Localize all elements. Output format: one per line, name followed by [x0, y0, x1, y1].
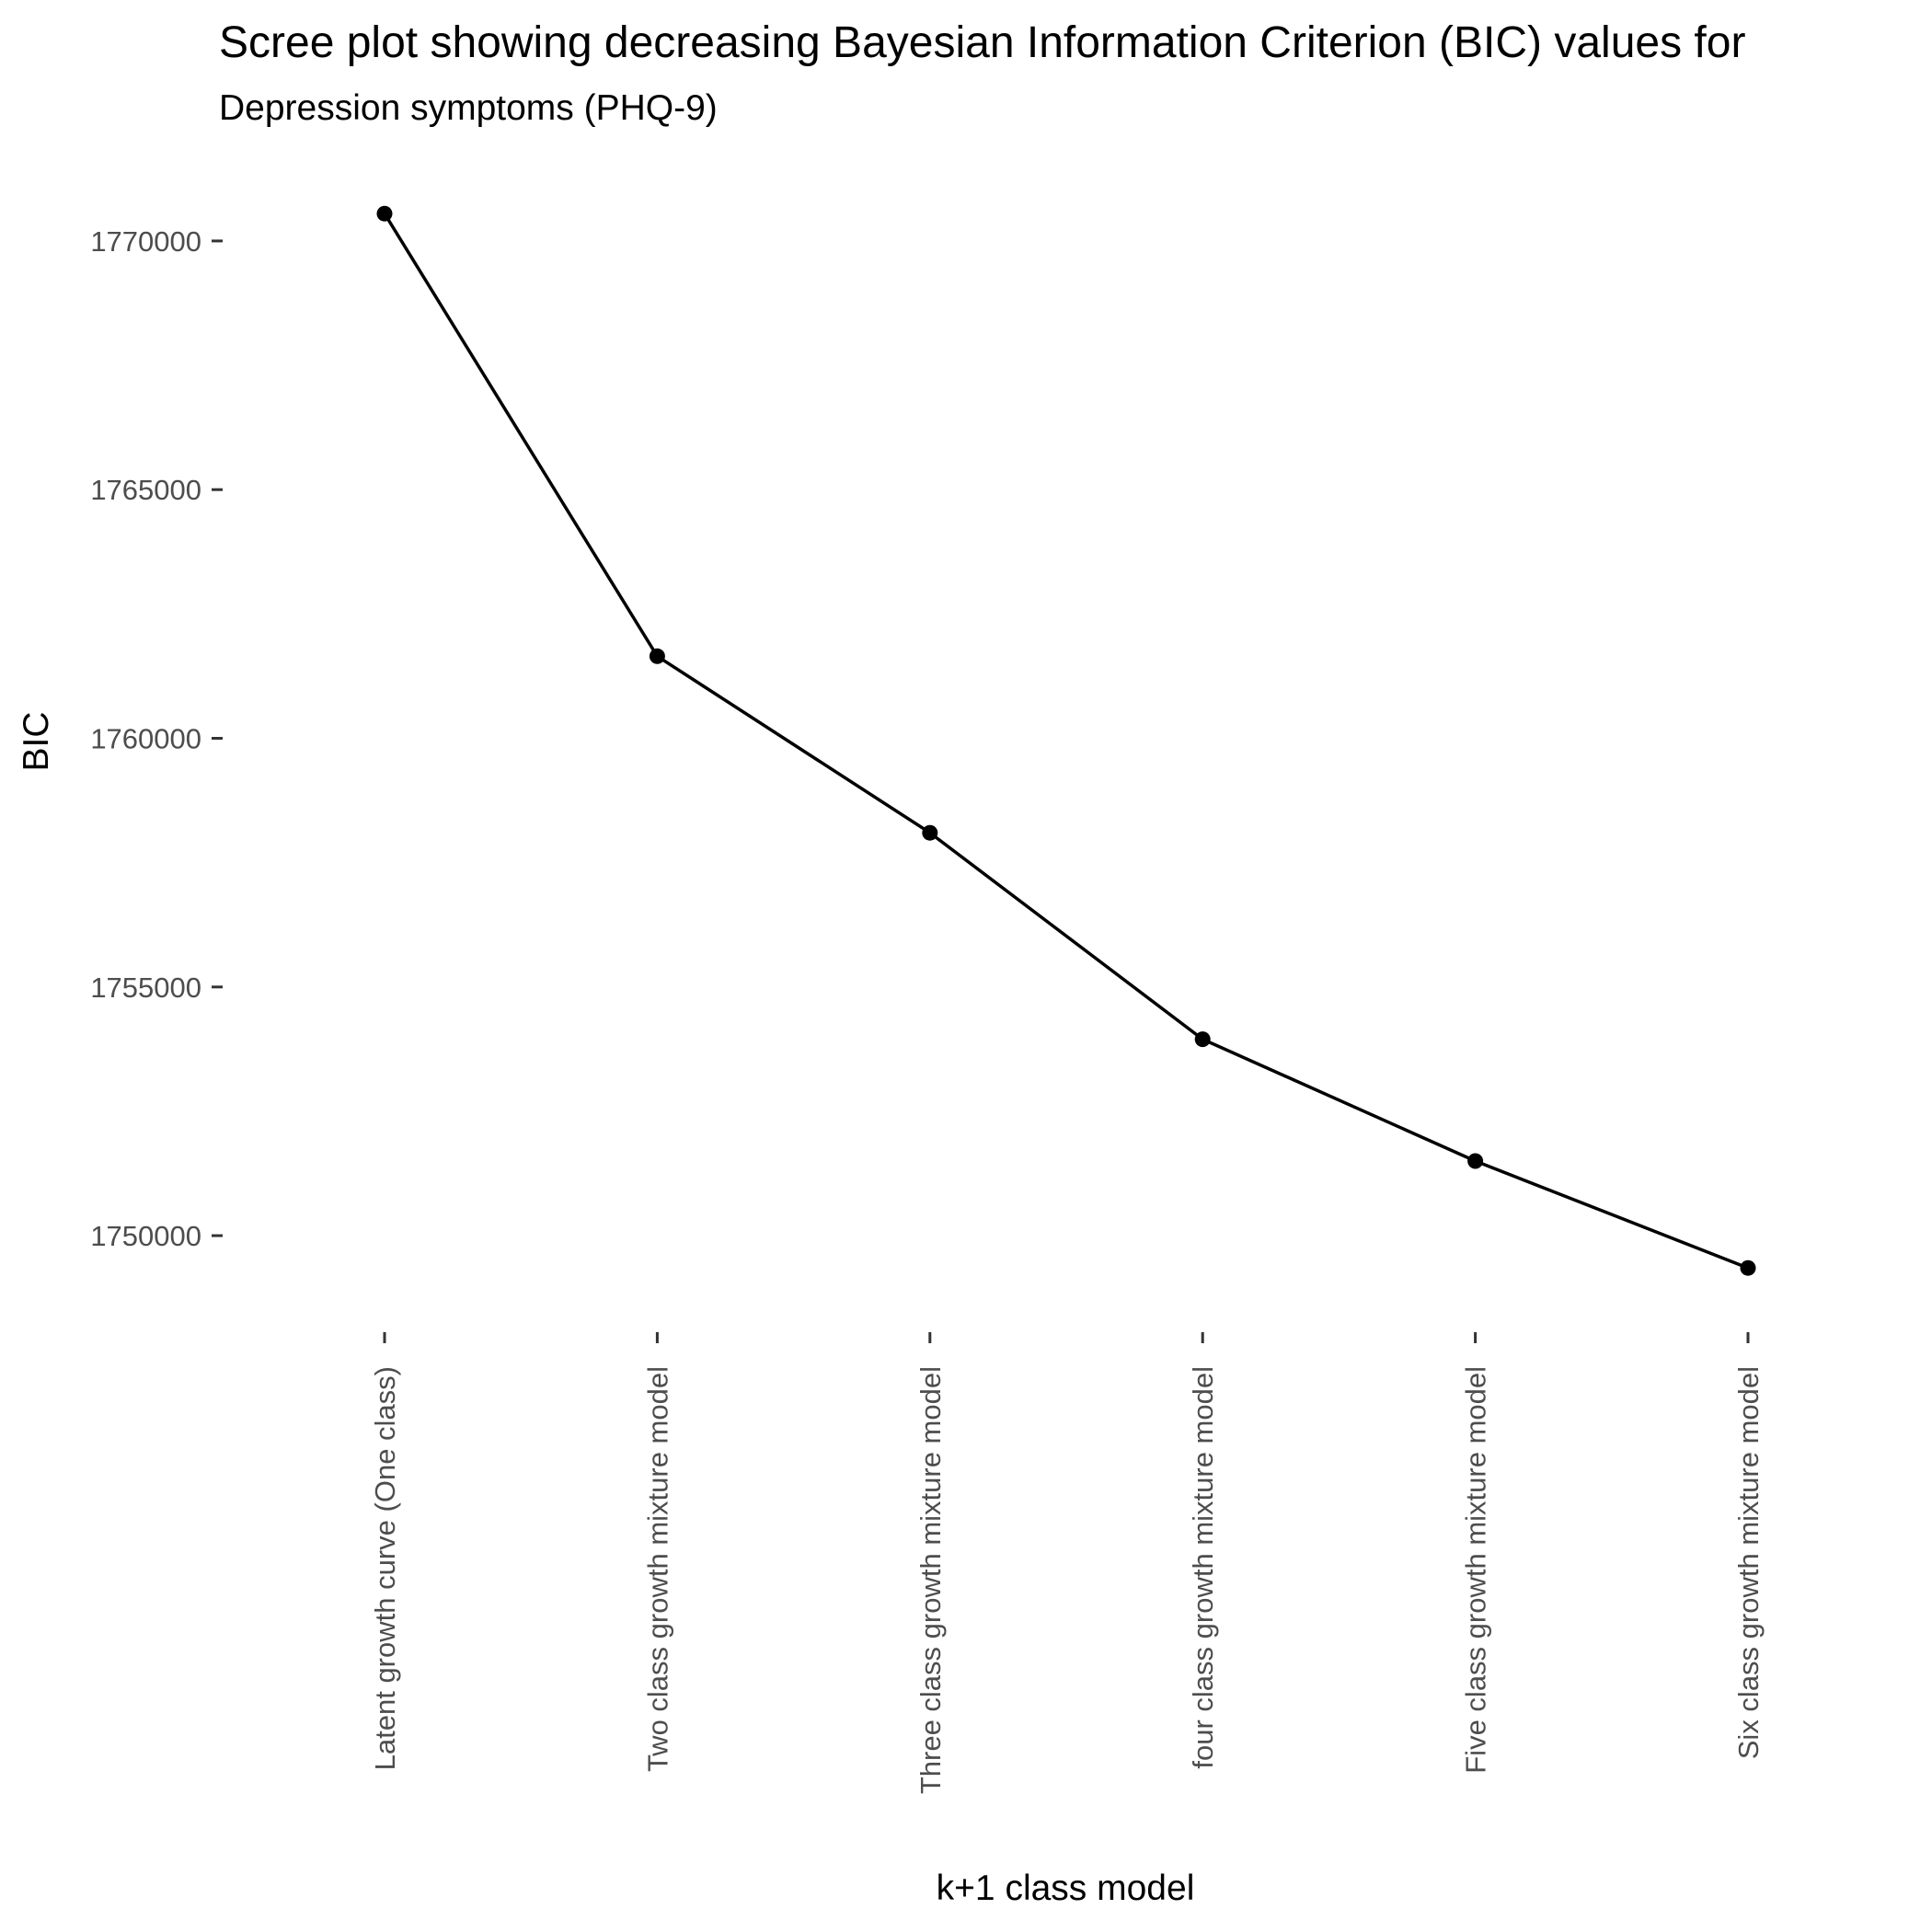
data-point: [1740, 1259, 1756, 1276]
x-tick-label: Three class growth mixture model: [914, 1366, 947, 1794]
x-axis-title: k+1 class model: [937, 1869, 1195, 1908]
data-point: [1194, 1031, 1211, 1048]
series-line: [383, 213, 1749, 1270]
data-point: [649, 648, 665, 664]
y-axis-title: BIC: [17, 711, 56, 771]
x-tick-label: Five class growth mixture model: [1460, 1366, 1492, 1774]
y-tick-label: 1770000: [90, 225, 201, 258]
x-tick-label: Six class growth mixture model: [1732, 1366, 1765, 1759]
data-point: [922, 824, 938, 841]
data-point: [376, 205, 393, 222]
y-tick-label: 1755000: [90, 972, 201, 1004]
chart-title: Scree plot showing decreasing Bayesian I…: [219, 18, 1745, 67]
x-tick-label: Two class growth mixture model: [641, 1366, 673, 1772]
x-axis: Latent growth curve (One class) Two class…: [369, 1332, 1765, 1794]
data-point: [1467, 1153, 1484, 1169]
x-tick-label: four class growth mixture model: [1187, 1366, 1219, 1769]
y-axis: 1750000 1755000 1760000 1765000 1770000: [90, 225, 223, 1252]
x-tick-label: Latent growth curve (One class): [369, 1366, 401, 1770]
chart-subtitle: Depression symptoms (PHQ-9): [219, 88, 718, 128]
y-tick-label: 1760000: [90, 723, 201, 755]
y-tick-label: 1765000: [90, 474, 201, 506]
plot-series: [376, 205, 1756, 1276]
y-tick-label: 1750000: [90, 1220, 201, 1252]
